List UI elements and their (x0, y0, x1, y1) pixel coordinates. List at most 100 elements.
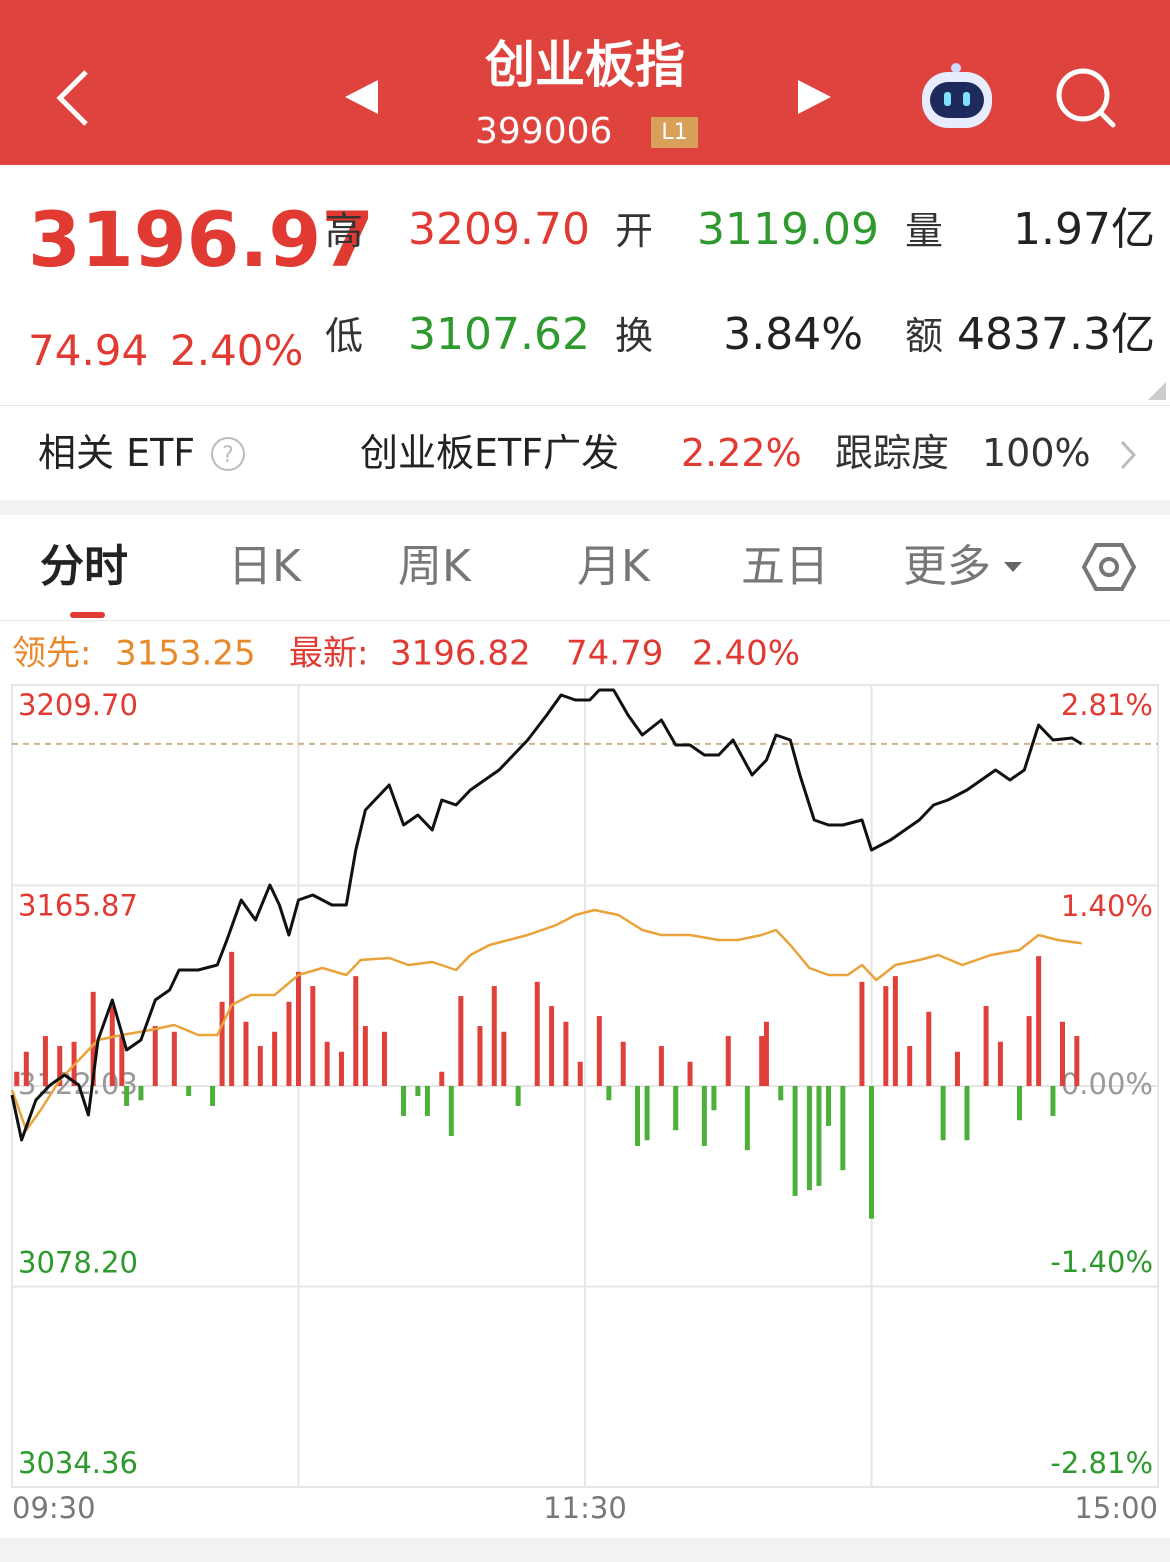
y2-tick-label: -1.40% (1050, 1245, 1153, 1279)
bar (869, 1086, 874, 1219)
tab-indicator (70, 612, 105, 618)
legend-change-pct: 2.40% (692, 634, 800, 674)
bar (549, 1006, 555, 1086)
bar (606, 1086, 612, 1101)
bar (954, 1051, 960, 1086)
track-value: 100% (982, 431, 1091, 475)
x-tick-label: 11:30 (543, 1491, 627, 1525)
x-tick-label: 15:00 (1074, 1491, 1158, 1525)
settings-icon[interactable] (1082, 542, 1136, 592)
bar (458, 996, 464, 1086)
tab[interactable]: 月K (577, 541, 650, 592)
y-tick-label: 3165.87 (18, 888, 138, 922)
bar (711, 1086, 717, 1111)
field-label: 低 (325, 314, 364, 358)
field-label: 高 (325, 209, 364, 253)
bar (42, 1036, 48, 1086)
assistant-icon[interactable] (922, 63, 992, 128)
bar (243, 1021, 249, 1086)
field-value: 4837.3亿 (957, 309, 1155, 360)
bar (840, 1086, 846, 1171)
svg-text:?: ? (222, 443, 234, 468)
field-label: 额 (905, 314, 944, 358)
legend-value: 3153.25 (115, 634, 256, 674)
bar (658, 1046, 664, 1086)
bar (826, 1086, 832, 1126)
price: 3196.97 (28, 195, 375, 284)
bar (1036, 956, 1042, 1086)
tab[interactable]: 周K (398, 541, 471, 592)
field-value: 3119.09 (697, 204, 879, 255)
series-line (10, 688, 1083, 1142)
bar (534, 981, 540, 1086)
field-value: 3.84% (723, 309, 863, 360)
legend-name: 领先: (12, 634, 91, 674)
bar (859, 981, 865, 1086)
bar (138, 1086, 144, 1101)
bar (620, 1041, 626, 1086)
help-icon[interactable]: ? (210, 436, 246, 472)
series-line (10, 908, 1082, 1132)
bar (124, 1086, 130, 1106)
bar (701, 1086, 707, 1146)
etf-label: 相关 ETF (38, 431, 196, 475)
bar (109, 1006, 115, 1086)
header-bar: 创业板指 399006 L1 (0, 0, 1170, 165)
bar (353, 976, 359, 1086)
track-label: 跟踪度 (835, 431, 950, 475)
bar (257, 1046, 263, 1086)
bar (759, 1036, 765, 1086)
prev-icon[interactable] (345, 80, 378, 114)
tab[interactable]: 分时 (40, 541, 128, 592)
spacer (0, 500, 1170, 515)
bar (744, 1086, 750, 1151)
bar (806, 1086, 812, 1191)
y2-tick-label: 1.40% (1061, 889, 1153, 923)
bar (892, 976, 898, 1086)
legend-change: 74.79 (566, 634, 663, 674)
tab[interactable]: 五日 (741, 541, 829, 592)
corner-mark (1148, 382, 1166, 400)
bar (491, 986, 497, 1086)
bar (272, 1031, 278, 1086)
bar (596, 1016, 602, 1086)
bar (577, 1061, 583, 1086)
next-panel (0, 1538, 1170, 1562)
change-pct: 2.40% (170, 326, 304, 375)
legend-name: 最新: (289, 634, 368, 674)
bar (763, 1021, 769, 1086)
tab[interactable]: 更多 (903, 541, 991, 592)
bar (90, 991, 96, 1086)
bar (1026, 1016, 1032, 1086)
bar (635, 1086, 641, 1146)
change: 74.94 (28, 326, 149, 375)
field-value: 3209.70 (408, 204, 590, 255)
title: 创业板指 (485, 36, 685, 94)
bar (448, 1086, 454, 1136)
bar (1074, 1036, 1080, 1086)
bar (1017, 1086, 1023, 1121)
bar (687, 1061, 693, 1086)
chevron[interactable] (1118, 438, 1138, 472)
bar (362, 1026, 368, 1086)
bar (983, 1006, 989, 1086)
level-badge: L1 (651, 117, 698, 148)
bar (439, 1071, 445, 1086)
next-icon[interactable] (798, 80, 831, 114)
bar (23, 1051, 29, 1086)
bar (14, 1071, 20, 1086)
bar (816, 1086, 822, 1186)
bar (644, 1086, 650, 1141)
bar (219, 1001, 225, 1086)
search-icon[interactable] (1056, 68, 1116, 128)
bar (778, 1086, 784, 1101)
field-label: 开 (615, 209, 654, 253)
bar (119, 1036, 125, 1086)
field-value: 1.97亿 (1013, 204, 1155, 255)
tab[interactable]: 日K (228, 541, 301, 592)
etf-name[interactable]: 创业板ETF广发 (360, 431, 620, 475)
bar (673, 1086, 679, 1131)
back-icon[interactable] (56, 70, 88, 126)
bar (926, 1011, 932, 1086)
